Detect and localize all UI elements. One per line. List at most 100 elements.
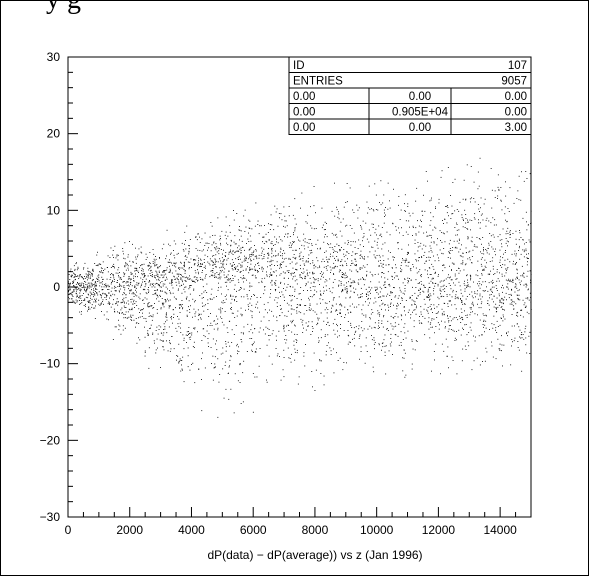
scatter-point	[488, 244, 490, 246]
scatter-point	[188, 331, 189, 332]
scatter-point	[313, 294, 315, 295]
scatter-point	[179, 312, 181, 313]
scatter-point	[230, 249, 231, 251]
scatter-point	[487, 303, 489, 304]
scatter-point	[152, 283, 154, 285]
scatter-point	[281, 255, 283, 257]
scatter-point	[460, 308, 462, 310]
scatter-point	[384, 216, 385, 217]
scatter-point	[419, 257, 420, 258]
y-tick-label: −10	[40, 357, 61, 371]
scatter-point	[127, 278, 129, 280]
scatter-point	[230, 388, 232, 390]
scatter-point	[488, 304, 490, 306]
scatter-point	[112, 274, 114, 276]
scatter-point	[387, 304, 389, 306]
scatter-point	[141, 274, 143, 276]
scatter-point	[167, 298, 168, 300]
scatter-point	[510, 293, 512, 295]
scatter-point	[132, 292, 134, 293]
scatter-point	[156, 326, 158, 328]
scatter-point	[181, 274, 182, 276]
scatter-point	[488, 253, 490, 255]
scatter-point	[435, 326, 437, 327]
scatter-point	[213, 367, 215, 369]
scatter-point	[346, 224, 348, 226]
scatter-point	[381, 300, 382, 301]
scatter-point	[92, 269, 94, 271]
scatter-point	[234, 373, 236, 375]
scatter-point	[121, 312, 123, 313]
scatter-point	[358, 325, 360, 327]
scatter-point	[467, 258, 469, 260]
scatter-point	[92, 291, 94, 293]
scatter-point	[291, 243, 293, 245]
scatter-point	[375, 228, 377, 230]
scatter-point	[245, 269, 247, 271]
scatter-point	[88, 282, 90, 284]
scatter-point	[241, 287, 242, 289]
scatter-point	[80, 313, 82, 315]
scatter-point	[105, 299, 107, 300]
scatter-point	[182, 334, 184, 336]
scatter-point	[250, 310, 252, 312]
scatter-point	[373, 337, 375, 339]
scatter-point	[336, 352, 337, 354]
scatter-point	[507, 227, 509, 229]
scatter-point	[384, 281, 386, 283]
scatter-point	[516, 272, 518, 274]
scatter-point	[167, 288, 168, 290]
scatter-point	[166, 312, 167, 314]
scatter-point	[341, 247, 342, 248]
scatter-point	[239, 289, 241, 290]
scatter-point	[515, 238, 517, 240]
scatter-point	[517, 297, 519, 299]
scatter-point	[141, 273, 143, 275]
scatter-point	[465, 247, 467, 249]
scatter-point	[98, 263, 100, 265]
scatter-point	[360, 226, 362, 228]
scatter-point	[312, 271, 314, 273]
scatter-point	[424, 303, 426, 305]
scatter-point	[288, 206, 290, 207]
stats-cell: 0.00	[505, 91, 527, 103]
scatter-point	[254, 328, 255, 330]
scatter-point	[182, 281, 183, 283]
stats-cell: 0.00	[293, 91, 315, 103]
scatter-point	[211, 270, 213, 271]
scatter-point	[186, 296, 188, 298]
scatter-point	[330, 311, 332, 313]
scatter-point	[143, 317, 145, 319]
scatter-point	[220, 353, 222, 355]
scatter-point	[399, 289, 401, 291]
scatter-point	[179, 307, 181, 309]
scatter-point	[169, 340, 170, 342]
scatter-point	[354, 282, 356, 283]
scatter-point	[379, 305, 381, 307]
scatter-point	[84, 298, 86, 300]
scatter-point	[439, 324, 440, 326]
scatter-point	[303, 355, 305, 357]
scatter-point	[263, 257, 265, 259]
scatter-point	[281, 240, 283, 242]
scatter-point	[130, 301, 132, 303]
scatter-point	[179, 358, 181, 360]
scatter-point	[223, 397, 225, 399]
scatter-point	[187, 366, 189, 368]
scatter-point	[351, 255, 353, 256]
scatter-point	[400, 271, 402, 273]
scatter-point	[460, 322, 462, 323]
scatter-point	[101, 289, 103, 291]
scatter-point	[76, 269, 78, 271]
scatter-point	[512, 280, 514, 282]
scatter-point	[327, 322, 329, 324]
scatter-point	[281, 219, 283, 221]
scatter-point	[160, 265, 161, 267]
scatter-point	[451, 269, 452, 271]
scatter-point	[139, 316, 141, 318]
scatter-point	[366, 270, 368, 272]
scatter-point	[244, 255, 245, 257]
scatter-point	[270, 268, 272, 270]
scatter-point	[513, 202, 515, 204]
scatter-point	[359, 267, 361, 269]
